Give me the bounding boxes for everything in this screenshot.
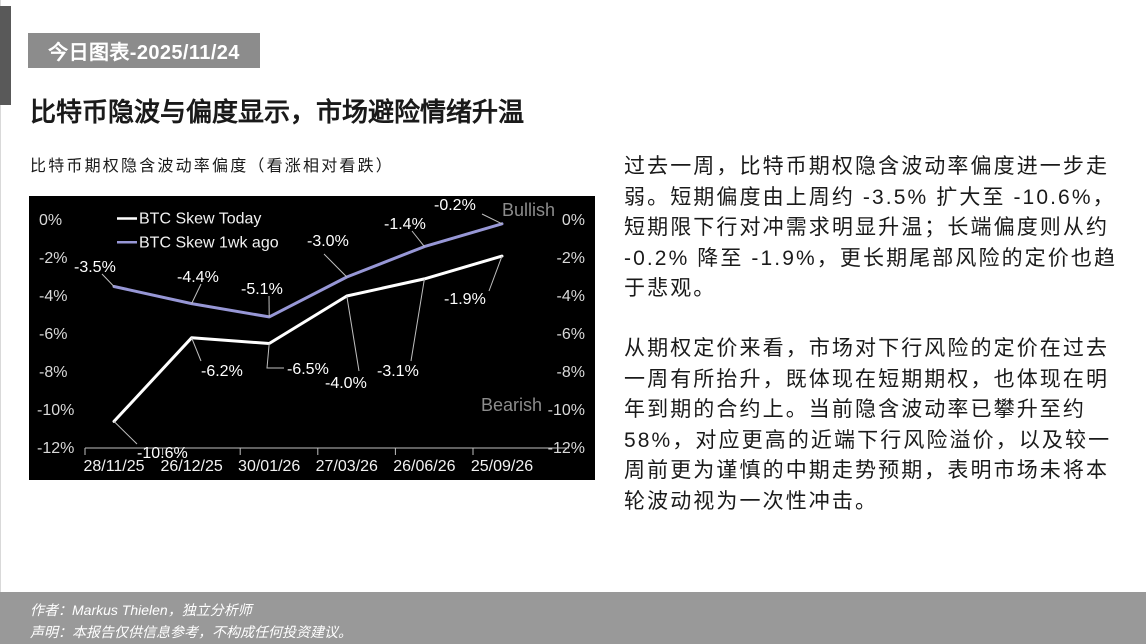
svg-text:-3.1%: -3.1%	[377, 363, 419, 380]
svg-text:0%: 0%	[562, 212, 585, 229]
svg-text:-6.5%: -6.5%	[287, 361, 329, 378]
svg-text:-8%: -8%	[557, 364, 585, 381]
svg-text:-10%: -10%	[548, 402, 585, 419]
svg-text:BTC Skew Today: BTC Skew Today	[139, 211, 261, 228]
svg-text:-3.5%: -3.5%	[74, 259, 116, 276]
svg-text:26/12/25: 26/12/25	[160, 458, 222, 475]
svg-text:-2%: -2%	[557, 250, 585, 267]
svg-text:-12%: -12%	[37, 440, 74, 457]
svg-text:-6.2%: -6.2%	[201, 363, 243, 380]
svg-text:-4%: -4%	[39, 288, 67, 305]
svg-text:-6%: -6%	[39, 326, 67, 343]
svg-text:-10%: -10%	[37, 402, 74, 419]
svg-text:-1.4%: -1.4%	[384, 216, 426, 233]
svg-text:-4.4%: -4.4%	[177, 269, 219, 286]
svg-text:28/11/25: 28/11/25	[83, 458, 144, 475]
svg-text:25/09/26: 25/09/26	[471, 458, 533, 475]
svg-text:-3.0%: -3.0%	[307, 233, 349, 250]
svg-text:Bullish: Bullish	[502, 200, 555, 220]
svg-text:30/01/26: 30/01/26	[238, 458, 300, 475]
svg-text:26/06/26: 26/06/26	[393, 458, 455, 475]
svg-text:-1.9%: -1.9%	[444, 291, 486, 308]
svg-text:BTC Skew 1wk ago: BTC Skew 1wk ago	[139, 234, 279, 251]
svg-text:-8%: -8%	[39, 364, 67, 381]
svg-text:-2%: -2%	[39, 250, 67, 267]
svg-text:27/03/26: 27/03/26	[316, 458, 378, 475]
svg-text:-4.0%: -4.0%	[325, 375, 367, 392]
svg-text:Bearish: Bearish	[481, 395, 542, 415]
svg-text:-6%: -6%	[557, 326, 585, 343]
svg-text:-5.1%: -5.1%	[241, 281, 283, 298]
svg-text:0%: 0%	[39, 212, 62, 229]
svg-text:-0.2%: -0.2%	[434, 197, 476, 214]
svg-text:-4%: -4%	[557, 288, 585, 305]
